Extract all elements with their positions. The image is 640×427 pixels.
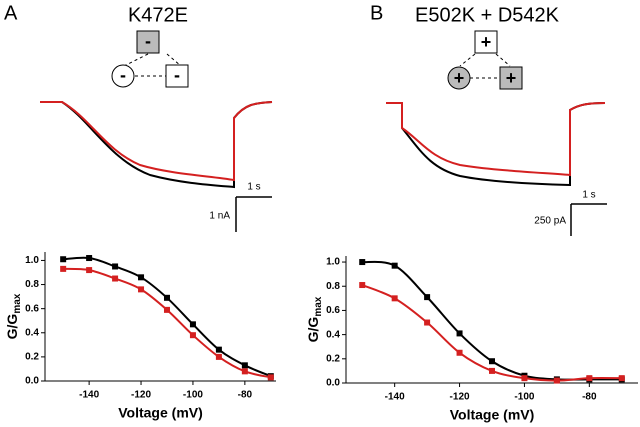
y-tick-label: 0.0 [326,378,340,389]
x-axis-label: Voltage (mV) [118,405,203,421]
data-point [586,375,593,382]
y-tick-label: 0.4 [25,327,39,338]
y-tick-label: 0.4 [326,329,340,340]
y-axis-label-sub: max [313,296,324,316]
y-axis-label-sub: max [12,293,23,313]
data-point [138,274,145,281]
charge-sign: - [120,65,126,85]
scale-bar [235,196,272,232]
fit-line [63,256,272,378]
y-tick-label: 0.6 [25,303,39,314]
data-point [391,295,398,302]
data-point [215,353,222,360]
panel-letter: A [4,2,18,24]
x-tick-label: -140 [385,392,405,403]
data-point [489,358,495,365]
charge-diagram [111,30,189,88]
scale-label: 250 pA [534,216,566,227]
data-point [112,263,119,270]
data-point [424,294,431,301]
data-point [86,255,93,262]
panel-title: K472E [128,4,188,26]
y-axis-label: G/Gmax [4,293,23,339]
charge-sign: - [174,65,180,85]
data-point [618,375,625,382]
y-tick-label: 1.0 [25,255,39,266]
x-tick-label: -100 [514,392,534,403]
charge-sign: + [481,32,492,52]
data-point [189,321,196,328]
x-tick-label: -120 [450,392,470,403]
x-tick-label: -120 [131,390,151,401]
data-point [112,275,119,282]
data-point [359,259,366,266]
data-point [391,262,398,269]
data-point [60,265,67,272]
y-axis-label-main: G/G [305,317,321,343]
y-tick-label: 0.8 [326,281,340,292]
y-axis-label: G/Gmax [305,296,324,342]
data-point [163,306,170,313]
y-tick-label: 1.0 [326,257,340,268]
current-traces [386,102,606,187]
data-point [241,362,248,369]
data-point [189,332,196,339]
y-axis-label-main: G/G [4,314,20,340]
data-point [267,374,274,381]
data-point [456,349,463,356]
y-tick-label: 0.8 [25,279,39,290]
data-point [163,294,170,301]
scale-bar [570,203,607,236]
data-point [489,367,495,374]
scale-label: 1 s [582,190,595,201]
y-tick-label: 0.2 [25,352,39,363]
x-tick-label: -140 [79,390,99,401]
data-point [215,346,222,353]
data-point [241,368,248,375]
charge-sign: - [145,31,151,51]
data-point [553,377,560,384]
panel-letter: B [370,2,383,24]
data-point [456,330,463,337]
x-tick-label: -80 [238,390,253,401]
fit-line [361,284,622,382]
x-tick-label: -100 [183,390,203,401]
charge-sign: + [454,68,465,88]
fit-line [63,267,272,379]
y-tick-label: 0.0 [25,376,39,387]
data-point [60,256,67,263]
charge-sign: + [506,68,517,88]
charge-diagram [447,30,523,90]
data-point [424,319,431,326]
panel-title: E502K + D542K [415,4,560,26]
x-axis-label: Voltage (mV) [450,407,535,423]
x-tick-label: -80 [582,392,597,403]
y-tick-label: 0.2 [326,353,340,364]
scale-label: 1 s [247,182,260,193]
scale-label: 1 nA [209,211,230,222]
y-tick-label: 0.6 [326,305,340,316]
data-point [359,282,366,289]
current-traces [40,101,273,189]
data-point [521,375,528,382]
data-point [138,286,145,293]
data-point [86,267,93,274]
